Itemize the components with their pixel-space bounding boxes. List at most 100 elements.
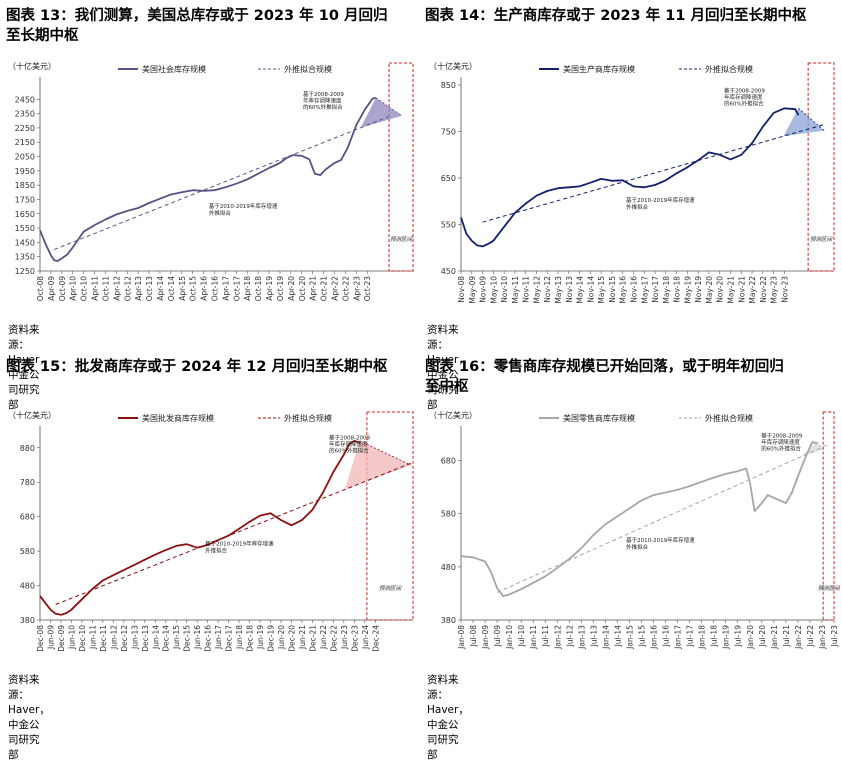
x-tick-label: Nov-19 — [694, 276, 703, 303]
chart-title-16: 图表 16：零售商库存规模已开始回落，或于明年初回归 至中枢 — [425, 359, 784, 395]
annotation-decline-note: 的60%外推拟合 — [329, 447, 369, 455]
forecast-region-label: 预测区间 — [379, 585, 403, 592]
y-tick-label: 750 — [441, 128, 456, 137]
x-tick-label: Jul-08 — [469, 625, 478, 648]
y-tick-label: 2150 — [15, 138, 35, 147]
forecast-region-box — [366, 411, 414, 621]
legend-actual-label: 美国生产商库存规模 — [563, 64, 635, 74]
y-tick-label: 1750 — [15, 195, 35, 204]
x-tick-label: Jun-24 — [361, 625, 370, 650]
x-tick-label: Apr-13 — [134, 276, 143, 301]
x-tick-label: Jan-18 — [698, 625, 707, 650]
y-tick-label: 580 — [441, 510, 456, 519]
x-tick-label: Dec-20 — [287, 625, 296, 652]
trend-line — [55, 462, 412, 605]
x-tick-label: Jan-14 — [601, 625, 610, 650]
x-tick-label: Apr-14 — [156, 276, 165, 301]
x-tick-label: Jul-12 — [565, 625, 574, 648]
x-tick-label: Jun-13 — [130, 625, 139, 650]
x-tick-label: May-14 — [576, 276, 585, 304]
annotation-decline-note: 的60%外推拟合 — [303, 103, 343, 111]
y-tick-label: 2250 — [15, 124, 35, 133]
x-tick-label: May-12 — [532, 276, 541, 304]
x-tick-label: May-10 — [489, 276, 498, 304]
x-tick-label: Oct-09 — [58, 276, 67, 301]
x-tick-label: Jun-12 — [109, 625, 118, 650]
x-tick-label: Jun-23 — [340, 625, 349, 650]
forecast-region-box — [807, 62, 835, 272]
x-tick-label: May-11 — [511, 276, 520, 304]
legend-actual-label: 美国社会库存规模 — [142, 64, 206, 74]
y-unit-label: （十亿美元） — [8, 410, 56, 420]
x-tick-label: Oct-19 — [276, 276, 285, 301]
annotation-decline-note: 年库存调降速度 — [329, 440, 368, 448]
x-tick-label: Oct-20 — [298, 276, 307, 301]
x-tick-label: Jun-09 — [46, 625, 55, 650]
y-tick-label: 850 — [441, 81, 456, 90]
trend-line — [53, 116, 390, 251]
annotation-growth-note: 外推拟合 — [626, 203, 649, 211]
x-tick-label: Nov-13 — [565, 276, 574, 303]
x-tick-label: Jun-18 — [235, 625, 244, 650]
source-note: 资料来源：Haver，中金公司研究部 — [427, 674, 469, 761]
projection-shaded-area — [344, 440, 411, 490]
x-tick-label: May-21 — [727, 276, 736, 304]
legend-actual-label: 美国零售商库存规模 — [563, 413, 635, 423]
x-tick-label: Jul-22 — [806, 625, 815, 648]
x-tick-label: Nov-22 — [759, 276, 768, 303]
chart-title-14: 图表 14：生产商库存或于 2023 年 11 月回归至长期中枢 — [425, 8, 807, 24]
y-tick-label: 1850 — [15, 181, 35, 190]
x-tick-label: Dec-14 — [162, 625, 171, 652]
annotation-decline-note: 年库存调降速度 — [724, 93, 763, 101]
x-tick-label: Jun-17 — [214, 625, 223, 650]
x-tick-label: Nov-16 — [629, 276, 638, 303]
x-tick-label: Nov-23 — [780, 276, 789, 303]
forecast-region-label: 预测区间 — [390, 236, 414, 243]
source-note: 资料来源：Haver，中金公司研究部 — [8, 674, 50, 761]
x-tick-label: Apr-10 — [69, 276, 78, 301]
y-tick-label: 1650 — [15, 210, 35, 219]
x-tick-label: Jun-15 — [172, 625, 181, 650]
y-tick-label: 550 — [441, 221, 456, 230]
x-tick-label: Jul-10 — [517, 625, 526, 648]
x-tick-label: Apr-22 — [330, 276, 339, 301]
x-tick-label: Dec-09 — [57, 625, 66, 652]
forecast-region-box — [388, 62, 414, 272]
y-tick-label: 880 — [20, 444, 35, 453]
forecast-region-box — [822, 411, 835, 621]
annotation-decline-note: 基于2008-2009 — [329, 434, 370, 442]
x-tick-label: Apr-20 — [287, 276, 296, 301]
actual-series-line — [39, 97, 377, 262]
x-tick-label: Dec-16 — [204, 625, 213, 652]
x-tick-label: Oct-12 — [123, 276, 132, 301]
x-tick-label: Oct-11 — [101, 276, 110, 301]
x-tick-label: Dec-21 — [308, 625, 317, 652]
x-tick-label: Apr-15 — [178, 276, 187, 301]
source-note: 资料来源：Haver，中金公司研究部 — [427, 324, 469, 411]
x-tick-label: May-17 — [640, 276, 649, 304]
x-tick-label: Nov-08 — [457, 276, 466, 303]
x-tick-label: May-16 — [619, 276, 628, 304]
annotation-decline-note: 的60%外推拟合 — [761, 445, 801, 453]
x-tick-label: Jan-12 — [553, 625, 562, 650]
x-tick-label: Jan-22 — [794, 625, 803, 650]
annotation-growth-note: 外推拟合 — [626, 543, 649, 551]
chart-13: （十亿美元） 1250 1350 1450 1550 1650 1750 1850 1950 20… — [8, 61, 414, 301]
x-tick-label: Jul-17 — [686, 625, 695, 648]
y-tick-label: 450 — [441, 267, 456, 276]
x-tick-label: Dec-24 — [371, 625, 380, 652]
x-tick-label: Jan-15 — [625, 625, 634, 650]
x-tick-label: Jun-16 — [193, 625, 202, 650]
x-tick-label: Nov-11 — [522, 276, 531, 303]
x-tick-label: May-20 — [705, 276, 714, 304]
trend-line — [482, 124, 825, 223]
x-tick-label: May-15 — [597, 276, 606, 304]
x-tick-label: Nov-12 — [543, 276, 552, 303]
y-tick-label: 680 — [20, 513, 35, 522]
x-tick-label: Dec-10 — [78, 625, 87, 652]
x-tick-label: Nov-09 — [479, 276, 488, 303]
projection-shaded-area — [800, 441, 824, 457]
